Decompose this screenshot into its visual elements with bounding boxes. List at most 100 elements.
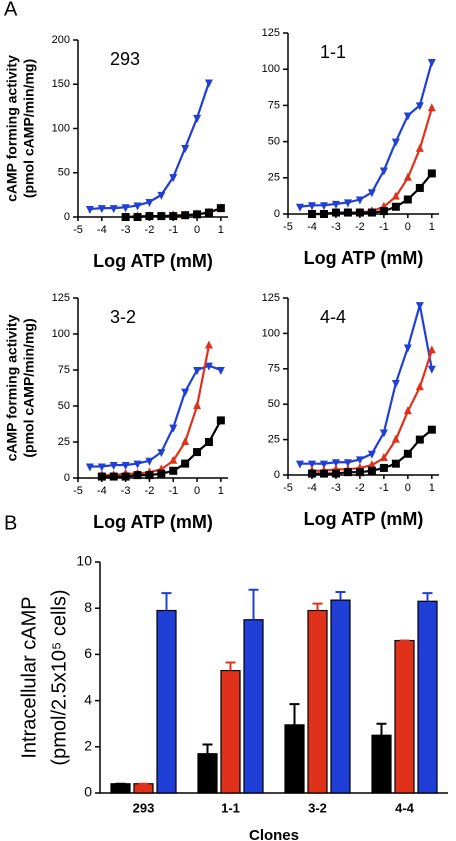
marker (169, 212, 178, 221)
x-tick-label: -4 (97, 485, 107, 497)
x-tick-label: -2 (145, 485, 155, 497)
marker (181, 388, 190, 397)
marker (391, 459, 400, 468)
x-tick-label: 293 (133, 800, 155, 815)
marker (121, 462, 130, 471)
x-tick-label: 1-1 (221, 800, 240, 815)
x-tick-label: 0 (194, 224, 200, 236)
marker (181, 437, 190, 445)
x-tick-label: 1 (429, 221, 435, 233)
x-tick-label: 1 (218, 485, 224, 497)
error-bar (335, 591, 346, 601)
marker (379, 453, 388, 462)
marker (403, 344, 412, 353)
bar (243, 619, 264, 794)
marker (355, 468, 364, 477)
y-axis-label: (pmol cAMP/min/mg) (21, 318, 37, 457)
y-tick-label: 50 (58, 167, 70, 179)
x-tick-label: -1 (168, 224, 178, 236)
x-axis-label: Log ATP (mM) (304, 509, 424, 529)
bar (371, 734, 392, 794)
marker (391, 191, 400, 200)
marker (295, 460, 304, 469)
marker (204, 340, 213, 349)
marker (169, 466, 178, 475)
marker (204, 362, 213, 371)
y-tick-label: 25 (268, 434, 280, 446)
marker (379, 463, 388, 472)
marker (319, 469, 328, 478)
y-tick-label: 2 (84, 738, 92, 754)
marker (415, 302, 424, 311)
marker (403, 449, 412, 458)
y-axis-label: Intracellular cAMP (18, 596, 40, 758)
marker (157, 469, 166, 478)
bar (110, 783, 131, 794)
y-tick-label: 0 (274, 208, 280, 220)
marker (133, 202, 142, 211)
y-tick-label: 125 (52, 292, 70, 304)
x-tick-label: -3 (331, 482, 341, 494)
marker (204, 438, 213, 446)
marker (204, 208, 213, 217)
x-tick-label: -1 (168, 485, 178, 497)
annotation: 4-4 (320, 307, 346, 327)
marker (97, 472, 106, 481)
marker (403, 172, 412, 181)
fit-line (101, 345, 211, 477)
marker (403, 112, 412, 121)
marker (331, 469, 340, 478)
marker (403, 406, 412, 415)
marker (403, 195, 412, 204)
marker (391, 379, 400, 388)
marker (415, 183, 424, 192)
marker (319, 202, 328, 211)
x-tick-label: -1 (379, 482, 389, 494)
marker (85, 463, 94, 472)
x-tick-label: 4-4 (395, 800, 415, 815)
marker (331, 459, 340, 468)
y-axis-label: (pmol cAMP/min/mg) (21, 59, 37, 198)
x-tick-label: -4 (307, 482, 317, 494)
x-tick-label: 3-2 (308, 800, 327, 815)
bar (330, 599, 351, 794)
marker (331, 200, 340, 209)
fit-line (89, 82, 210, 211)
y-tick-label: 125 (262, 292, 280, 304)
marker (145, 212, 154, 221)
error-bar (161, 592, 172, 611)
marker (216, 204, 225, 213)
marker (343, 208, 352, 217)
error-bar (376, 722, 387, 736)
marker (367, 189, 376, 198)
y-tick-label: 100 (52, 122, 70, 134)
x-tick-label: 0 (194, 485, 200, 497)
marker (145, 198, 154, 207)
bar (284, 724, 305, 794)
marker (133, 213, 142, 221)
marker (415, 102, 424, 111)
x-tick-label: -4 (307, 221, 317, 233)
y-tick-label: 0 (274, 469, 280, 481)
x-tick-label: -2 (355, 482, 365, 494)
panel-label: B (4, 512, 17, 534)
marker (133, 471, 142, 480)
marker (204, 79, 213, 88)
y-tick-label: 0 (64, 472, 70, 484)
marker (121, 213, 130, 221)
y-tick-label: 6 (84, 645, 92, 661)
y-tick-label: 75 (268, 363, 280, 375)
marker (97, 463, 106, 472)
marker (319, 210, 328, 218)
y-tick-label: 0 (64, 211, 70, 223)
marker (193, 367, 202, 375)
fit-line (299, 304, 433, 465)
marker (367, 208, 376, 217)
marker (415, 382, 424, 391)
error-bar (289, 703, 300, 725)
y-axis-label: cAMP forming activity (4, 314, 20, 461)
y-tick-label: 50 (58, 400, 70, 412)
marker (427, 345, 436, 354)
error-bar (312, 602, 323, 611)
y-tick-label: 25 (58, 436, 70, 448)
